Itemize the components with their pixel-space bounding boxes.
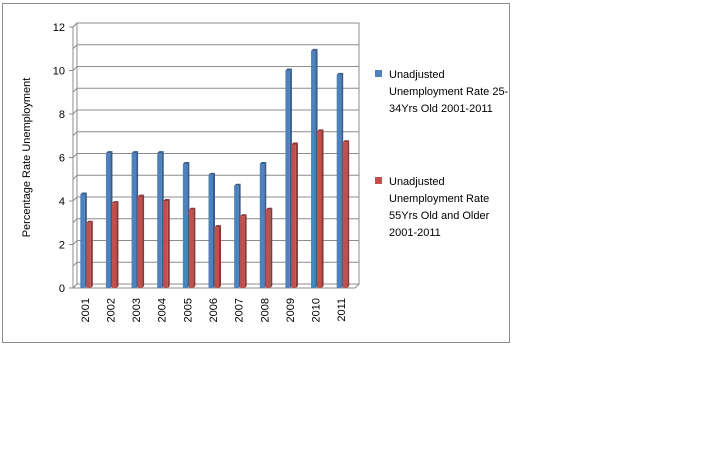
bar-side-series-b-2008	[270, 207, 273, 288]
bar-top-series-b-2007	[240, 214, 247, 217]
bar-side-series-b-2003	[142, 194, 145, 288]
bar-top-series-b-2010	[317, 129, 324, 132]
bar-series-a-2008	[259, 164, 265, 288]
legend-label-series-b: Unadjusted Unemployment Rate 55Yrs Old a…	[389, 176, 490, 239]
bar-top-series-a-2007	[234, 183, 241, 186]
bar-side-series-b-2005	[193, 207, 196, 288]
bar-side-series-b-2007	[244, 214, 247, 288]
gridline-wall	[72, 153, 78, 158]
bar-top-series-b-2009	[291, 142, 298, 145]
bar-series-a-2009	[285, 70, 290, 288]
bars-layer	[80, 48, 350, 288]
gridline-wall	[72, 174, 78, 180]
gridline-wall	[72, 196, 78, 202]
bar-series-b-2006	[214, 227, 219, 288]
x-tick-label-2008: 2008	[259, 298, 271, 322]
bar-series-b-2001	[86, 222, 91, 288]
bar-top-series-a-2009	[285, 68, 292, 71]
bar-top-series-b-2001	[86, 220, 93, 223]
gridline-wall	[72, 283, 78, 289]
bar-side-series-b-2009	[295, 142, 298, 288]
legend-label-series-a: Unadjusted Unemployment Rate 25-34Yrs Ol…	[389, 69, 509, 115]
legend-swatch-series-b	[375, 177, 382, 184]
gridline-wall	[72, 87, 78, 93]
bar-series-b-2005	[188, 209, 194, 288]
x-tick-label-2007: 2007	[234, 298, 246, 322]
y-tick-label: 0	[59, 283, 65, 295]
gridline-wall	[72, 240, 78, 245]
gridline-wall	[72, 109, 78, 115]
y-tick-label: 8	[59, 109, 65, 121]
bar-top-series-b-2008	[265, 207, 273, 210]
bar-chart: 0 2 4 6 8 10 12 2001 2002 2003 2004 2005 2006 2007 200…	[21, 22, 360, 322]
bar-series-a-2010	[311, 50, 316, 288]
y-tick-label: 10	[53, 66, 65, 78]
gridline-wall	[72, 131, 78, 137]
floor-edge-right	[354, 283, 360, 289]
bar-top-series-a-2011	[336, 72, 344, 75]
bar-top-series-b-2006	[214, 225, 221, 228]
x-tick-label-2009: 2009	[285, 298, 297, 322]
bar-series-a-2011	[336, 74, 342, 288]
bar-top-series-a-2005	[182, 162, 190, 165]
y-tick-label: 4	[59, 196, 65, 208]
bar-top-series-b-2002	[111, 201, 119, 204]
x-tick-label-2003: 2003	[131, 298, 143, 322]
x-tick-label-2010: 2010	[311, 298, 323, 322]
y-tick-label: 12	[53, 22, 65, 34]
gridline-wall	[72, 66, 78, 71]
bar-top-series-b-2003	[137, 194, 145, 197]
chart-frame: 0 2 4 6 8 10 12 2001 2002 2003 2004 2005 2006 2007 200…	[2, 3, 510, 343]
bar-top-series-b-2004	[163, 199, 170, 201]
x-tick-label-2002: 2002	[105, 298, 117, 322]
bar-series-a-2003	[131, 153, 137, 288]
bar-series-b-2003	[137, 196, 143, 288]
bar-series-b-2009	[291, 144, 296, 288]
bar-series-b-2008	[265, 209, 271, 288]
bar-side-series-b-2001	[90, 220, 93, 288]
x-tick-label-2006: 2006	[208, 298, 220, 322]
bar-series-a-2004	[157, 153, 162, 288]
x-tick-label-2005: 2005	[182, 298, 194, 322]
bar-series-b-2004	[163, 201, 168, 288]
y-axis-title: Percentage Rate Unemployment	[21, 78, 33, 238]
bar-series-b-2002	[111, 203, 117, 288]
x-tick-label-2011: 2011	[336, 298, 348, 322]
bar-side-series-b-2010	[321, 129, 324, 288]
bar-top-series-a-2008	[259, 162, 267, 165]
legend-swatch-series-a	[375, 70, 382, 77]
gridline-wall	[72, 44, 78, 50]
bar-top-series-a-2006	[208, 172, 215, 175]
bar-top-series-a-2010	[311, 48, 318, 51]
bar-series-b-2010	[317, 131, 322, 288]
bar-series-a-2001	[80, 194, 85, 288]
gridline-wall	[72, 22, 78, 28]
gridline-wall	[72, 218, 78, 224]
bar-top-series-a-2001	[80, 192, 87, 195]
bar-top-series-b-2011	[342, 140, 350, 143]
bar-series-a-2006	[208, 174, 213, 288]
gridline-wall	[72, 261, 78, 267]
bar-top-series-a-2002	[105, 151, 113, 154]
bar-series-a-2005	[182, 164, 188, 288]
bar-top-series-b-2005	[188, 207, 196, 210]
bar-series-b-2007	[240, 216, 245, 288]
bar-side-series-b-2002	[116, 201, 119, 288]
bar-top-series-a-2004	[157, 151, 164, 154]
y-tick-label: 2	[59, 240, 65, 252]
bar-side-series-b-2004	[167, 199, 170, 288]
x-tick-label-2001: 2001	[80, 298, 92, 322]
axis-layer: 0 2 4 6 8 10 12 2001 2002 2003 2004 2005 2006 2007 200…	[53, 22, 348, 322]
bar-top-series-a-2003	[131, 151, 139, 154]
bar-side-series-b-2011	[347, 140, 350, 288]
bar-series-a-2002	[105, 153, 111, 288]
bar-series-b-2011	[342, 142, 348, 288]
y-tick-label: 6	[59, 153, 65, 165]
x-tick-label-2004: 2004	[157, 298, 169, 322]
bar-side-series-b-2006	[219, 225, 221, 288]
bar-series-a-2007	[234, 185, 239, 288]
